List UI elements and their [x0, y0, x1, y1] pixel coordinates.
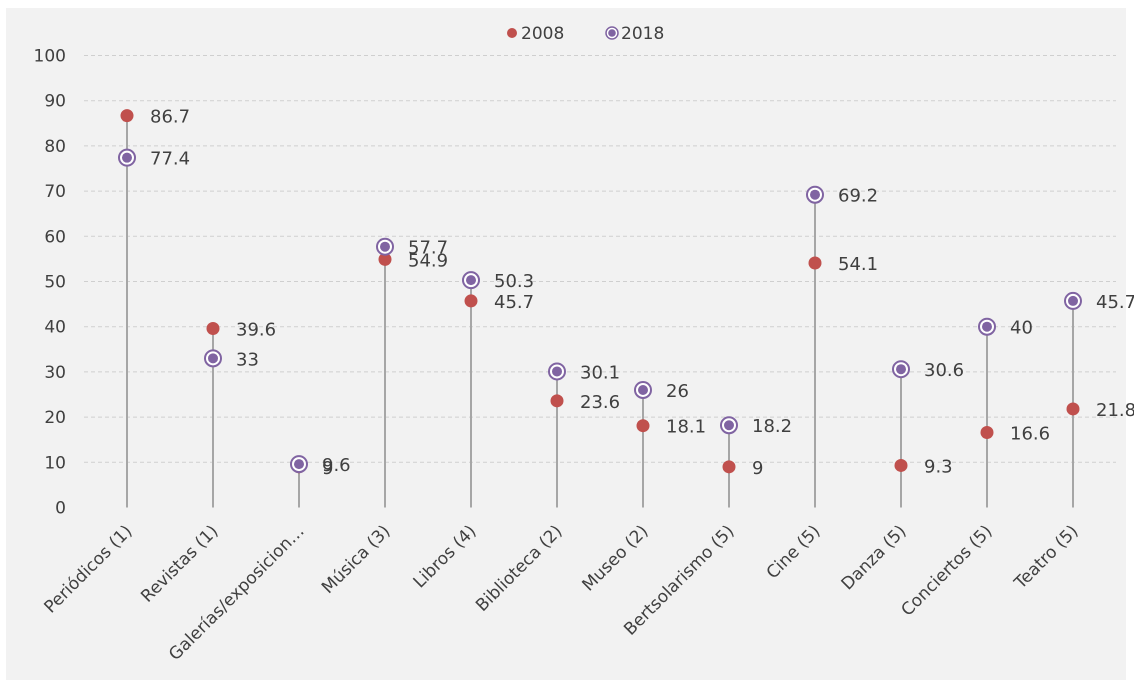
category-label: Danza (5)	[838, 521, 911, 594]
category-label: Música (3)	[318, 521, 395, 598]
data-label-2018: 69.2	[838, 186, 878, 207]
point-2018-core	[208, 353, 218, 364]
point-2018-core	[810, 189, 820, 200]
data-label-2008: 18.1	[666, 417, 706, 438]
point-2018-core	[638, 384, 648, 395]
data-label-2008: 9	[322, 458, 333, 479]
point-2008	[206, 322, 220, 336]
category-label: Teatro (5)	[1010, 521, 1083, 594]
gridlines	[84, 55, 1116, 463]
y-axis: 0 10 20 30 40 50 60 70 80 90 100	[34, 47, 66, 519]
data-label-2018: 50.3	[494, 271, 534, 292]
data-label-2008: 54.9	[408, 250, 448, 271]
legend-marker-2018-core	[608, 29, 616, 37]
data-label-2008: 39.6	[236, 320, 276, 341]
point-2008	[980, 425, 994, 439]
point-2008	[808, 256, 822, 270]
data-label-2008: 54.1	[838, 254, 878, 275]
category-label: Biblioteca (2)	[472, 521, 566, 615]
point-2018-core	[294, 459, 304, 470]
legend-label-2008: 2008	[521, 24, 564, 44]
category-label: Museo (2)	[579, 521, 653, 595]
point-2008	[894, 458, 908, 472]
data-label-2018: 26	[666, 381, 689, 402]
point-2008	[550, 394, 564, 408]
data-label-2018: 40	[1010, 318, 1033, 339]
point-2008	[636, 419, 650, 433]
point-2008	[1066, 402, 1080, 416]
chart-background	[6, 8, 1126, 680]
data-labels: 86.7 39.6 9 54.9 45.7 23.6 18.1 9 54.1 9.3 16.6 21.…	[150, 107, 1134, 479]
data-label-2018: 18.2	[752, 416, 792, 437]
y-tick-label: 90	[44, 92, 66, 112]
category-label: Periódicos (1)	[40, 521, 136, 617]
legend-marker-2008	[507, 28, 517, 38]
category-label: Libros (4)	[410, 521, 481, 592]
data-label-2008: 16.6	[1010, 423, 1050, 444]
point-2018-core	[1068, 295, 1078, 306]
data-label-2008: 9	[752, 458, 763, 479]
legend-label-2018: 2018	[621, 24, 664, 44]
data-label-2018: 30.6	[924, 360, 964, 381]
data-points	[118, 109, 1082, 474]
data-label-2018: 33	[236, 349, 259, 370]
category-label: Cine (5)	[763, 521, 825, 583]
y-tick-label: 20	[44, 408, 66, 428]
point-2018-core	[982, 321, 992, 332]
point-2008	[120, 109, 134, 123]
data-label-2018: 57.7	[408, 238, 448, 259]
point-2008	[378, 252, 392, 266]
data-label-2008: 9.3	[924, 456, 953, 477]
y-tick-label: 10	[44, 453, 66, 473]
point-2018-core	[724, 420, 734, 431]
y-tick-label: 60	[44, 227, 66, 247]
data-label-2008: 21.8	[1096, 400, 1134, 421]
y-tick-label: 0	[55, 499, 66, 519]
y-tick-label: 50	[44, 273, 66, 293]
point-2018-core	[380, 241, 390, 252]
point-2008	[722, 460, 736, 474]
data-label-2018: 30.1	[580, 362, 620, 383]
y-tick-label: 80	[44, 137, 66, 157]
data-label-2018: 45.7	[1096, 292, 1134, 313]
data-label-2008: 86.7	[150, 107, 190, 128]
data-label-2008: 45.7	[494, 292, 534, 313]
point-2018-core	[552, 366, 562, 377]
category-label: Revistas (1)	[137, 521, 222, 606]
data-label-2008: 23.6	[580, 392, 620, 413]
category-label: Conciertos (5)	[898, 521, 997, 620]
point-2018-core	[122, 152, 132, 163]
x-axis-category-labels: Periódicos (1) Revistas (1)Galerías/expos…	[40, 521, 1082, 664]
y-tick-label: 100	[34, 47, 66, 67]
legend: 2008 2018	[507, 24, 664, 44]
drop-lines	[126, 115, 1074, 508]
point-2018-core	[466, 275, 476, 286]
y-tick-label: 30	[44, 363, 66, 383]
point-2008	[464, 294, 478, 308]
y-tick-label: 70	[44, 182, 66, 202]
data-label-2018: 77.4	[150, 149, 190, 170]
point-2018-core	[896, 364, 906, 375]
data-label-2018: 9.6	[322, 455, 351, 476]
y-tick-label: 40	[44, 318, 66, 338]
